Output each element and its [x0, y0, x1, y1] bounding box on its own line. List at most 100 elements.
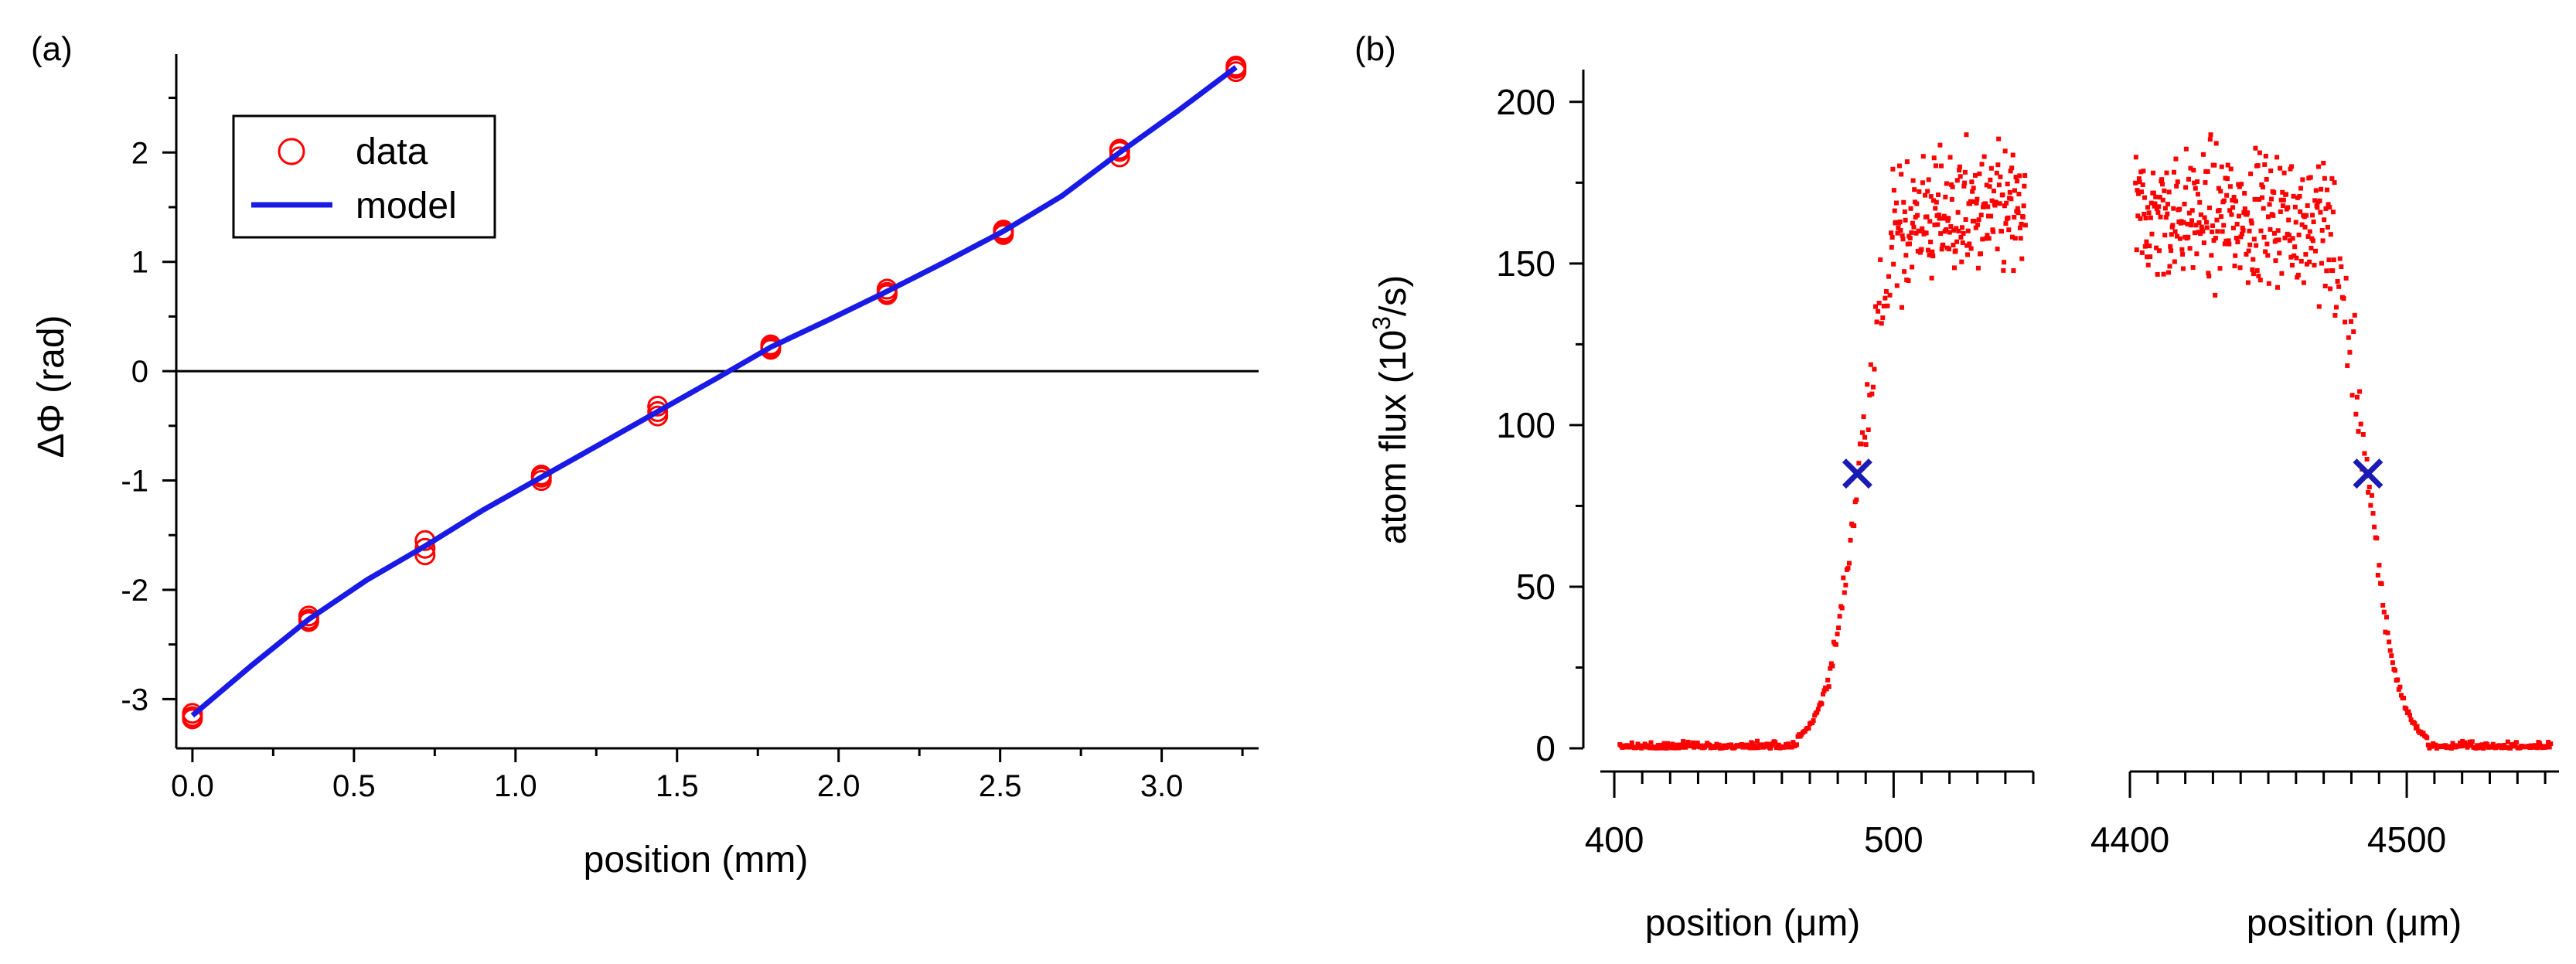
data-point [1985, 204, 1991, 209]
data-point [2407, 713, 2413, 718]
data-point [2387, 639, 2392, 645]
data-point [2172, 259, 2177, 264]
data-point [2012, 214, 2017, 220]
data-point [2304, 213, 2309, 218]
data-point [2319, 186, 2324, 192]
data-point [1944, 181, 1949, 186]
data-point [2286, 217, 2291, 223]
data-point [2289, 263, 2295, 268]
data-point [2204, 225, 2210, 230]
data-point [1917, 250, 1923, 255]
data-point [2007, 189, 2012, 195]
data-point [2248, 171, 2254, 176]
data-point [2234, 235, 2239, 240]
data-point [1109, 138, 1130, 160]
data-point [1956, 228, 1961, 233]
data-point [2349, 393, 2355, 398]
data-point [2325, 187, 2330, 192]
data-point [2011, 268, 2016, 274]
data-point [1811, 718, 1816, 724]
panel-a-data [182, 56, 1247, 730]
data-point [1964, 243, 1970, 248]
data-point [1874, 319, 1879, 325]
data-point [2192, 230, 2197, 236]
data-point [2328, 232, 2333, 237]
data-point [2134, 247, 2139, 253]
y-tick-label: 0 [1535, 728, 1555, 768]
data-point [2143, 216, 2148, 221]
data-point [1935, 222, 1941, 227]
data-point [2009, 234, 2015, 240]
data-point [2264, 241, 2270, 247]
data-point [1917, 228, 1923, 233]
data-point [2328, 286, 2333, 291]
data-point [1744, 742, 1750, 748]
data-point [2302, 224, 2308, 230]
data-point [1876, 301, 1882, 306]
data-point [1753, 745, 1759, 751]
data-point [2147, 244, 2152, 249]
data-point [1774, 745, 1779, 751]
x-tick-label: 1.5 [656, 769, 699, 803]
data-point [1848, 537, 1853, 543]
data-point [2292, 204, 2298, 209]
data-point [1934, 199, 1939, 205]
data-point [1949, 196, 1954, 202]
data-point [1845, 565, 1851, 571]
data-point [1994, 199, 1999, 205]
data-point [2408, 717, 2414, 722]
data-point [2170, 223, 2176, 228]
data-point [1856, 461, 1862, 466]
data-point [182, 706, 203, 727]
half-max-cross [1842, 458, 1872, 489]
data-point [1907, 235, 1913, 240]
data-point [1945, 218, 1951, 223]
data-point [1868, 362, 1873, 367]
data-point [1957, 168, 1962, 173]
data-point [2368, 502, 2373, 508]
data-point [2206, 271, 2211, 276]
data-point [1676, 745, 1682, 751]
data-point [2547, 744, 2552, 750]
x-tick-label: 500 [1864, 819, 1923, 860]
data-point [2275, 228, 2281, 233]
data-point [2017, 173, 2022, 179]
data-point [2016, 192, 2022, 197]
data-point [2284, 192, 2289, 197]
data-point [1932, 222, 1937, 227]
data-point [1937, 216, 1942, 221]
x-tick-label: 4400 [2090, 819, 2169, 860]
data-point [1784, 744, 1790, 750]
data-point [2228, 166, 2234, 172]
data-point [2271, 213, 2276, 218]
x-tick-label: 3.0 [1140, 769, 1184, 803]
data-point [2330, 268, 2336, 274]
data-point [1913, 230, 1919, 236]
legend-box [232, 114, 496, 239]
data-point [1981, 154, 1987, 159]
data-point [2259, 182, 2264, 187]
data-point [2325, 224, 2330, 230]
data-point [2172, 229, 2178, 234]
data-point [1225, 56, 1247, 77]
data-point [2155, 209, 2161, 215]
data-point [2479, 742, 2485, 748]
data-point [2372, 524, 2377, 530]
data-point [2285, 205, 2291, 210]
data-point [1967, 241, 1972, 247]
data-point [1768, 745, 1774, 751]
data-point [2179, 219, 2184, 224]
data-point [2322, 217, 2327, 223]
data-point [2273, 258, 2278, 264]
data-point [2159, 177, 2165, 182]
data-point [2274, 237, 2279, 243]
data-point [2149, 231, 2155, 237]
data-point [2286, 233, 2291, 238]
data-point [1872, 366, 1877, 372]
data-point [2312, 263, 2317, 268]
data-point [1756, 745, 1761, 751]
data-point [2463, 742, 2469, 748]
data-point [2360, 431, 2366, 437]
data-point [2271, 189, 2277, 195]
data-point [1755, 738, 1760, 744]
